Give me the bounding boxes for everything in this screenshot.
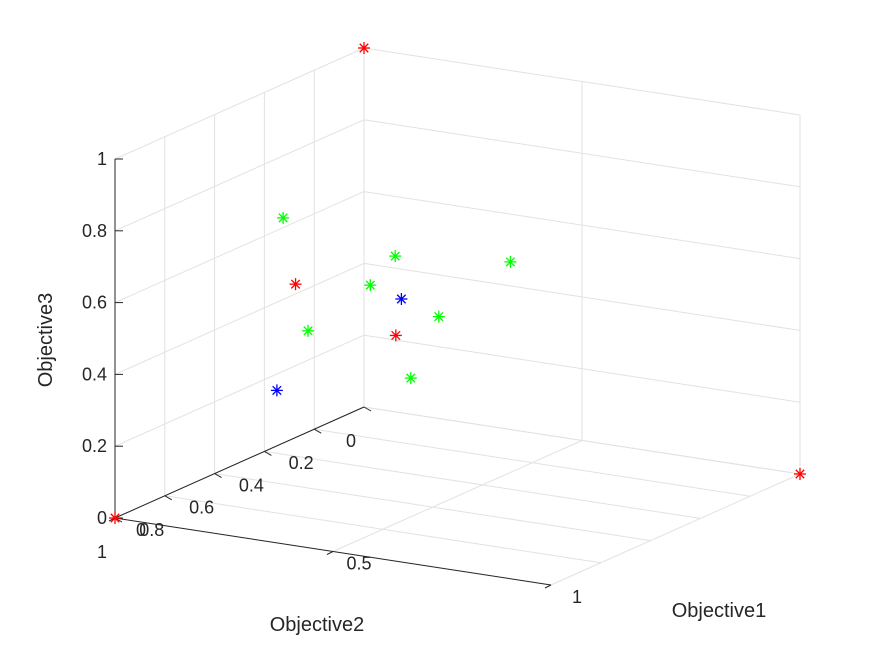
- grid-line: [363, 406, 801, 475]
- y-axis-line: [114, 406, 365, 519]
- data-point: [302, 324, 315, 337]
- data-point: [389, 250, 402, 263]
- z-tick-label: 0.4: [82, 364, 107, 384]
- y-tick-label: 1: [97, 542, 107, 562]
- data-point: [277, 211, 290, 224]
- data-point: [109, 512, 121, 524]
- data-point: [364, 279, 377, 292]
- grid-line: [363, 119, 801, 188]
- y-tick: [164, 495, 173, 501]
- z-tick-label: 1: [97, 149, 107, 169]
- data-point: [389, 329, 402, 342]
- y-tick: [363, 406, 372, 412]
- grid-line: [264, 450, 701, 519]
- data-point: [504, 255, 517, 268]
- data-point: [794, 468, 806, 480]
- grid-line: [363, 47, 801, 116]
- y-tick: [313, 428, 322, 434]
- grid-line: [114, 191, 365, 304]
- grid-line: [363, 262, 801, 331]
- grid-line: [314, 428, 751, 497]
- z-tick-label: 0.8: [82, 221, 107, 241]
- y-tick: [214, 473, 222, 479]
- z-axis-label: Objective3: [35, 293, 57, 388]
- y-tick-label: 0.2: [289, 453, 314, 473]
- x-axis-label: Objective1: [672, 600, 767, 622]
- label-layer: Objective1 Objective2 Objective3: [35, 293, 766, 636]
- data-point: [432, 310, 445, 323]
- grid-layer: [114, 47, 801, 586]
- grid-line: [363, 334, 801, 403]
- marker-layer: [109, 42, 806, 524]
- grid-line: [332, 440, 583, 552]
- x-tick: [326, 551, 334, 555]
- grid-line: [114, 262, 365, 375]
- grid-line: [114, 334, 365, 447]
- y-tick-label: 0.8: [139, 520, 164, 540]
- data-point: [270, 384, 283, 397]
- grid-line: [164, 495, 601, 564]
- axis-layer: 0 0.5 1 0 0.2 0.4 0.6 0.8 1 0 0.2 0.4 0.6 0.8 1: [82, 149, 582, 607]
- z-tick-label: 0.2: [82, 436, 107, 456]
- x-tick-label: 0.5: [346, 554, 371, 574]
- z-tick-label: 0.6: [82, 293, 107, 313]
- y-axis-label: Objective2: [270, 614, 365, 636]
- x-tick-label: 0: [136, 520, 146, 540]
- y-tick-label: 0: [346, 431, 356, 451]
- data-point: [358, 42, 370, 54]
- grid-line: [550, 473, 801, 586]
- y-tick: [264, 450, 272, 456]
- data-point: [289, 278, 302, 291]
- y-tick-label: 0.6: [189, 498, 214, 518]
- grid-line: [114, 119, 365, 232]
- data-point: [395, 293, 408, 305]
- z-tick-label: 0: [97, 508, 107, 528]
- grid-line: [214, 473, 651, 542]
- data-point: [404, 372, 417, 385]
- x-tick: [544, 584, 552, 589]
- grid-line: [114, 47, 365, 160]
- grid-line: [363, 191, 801, 260]
- y-tick-label: 0.4: [239, 475, 264, 495]
- x-tick-label: 1: [572, 587, 582, 607]
